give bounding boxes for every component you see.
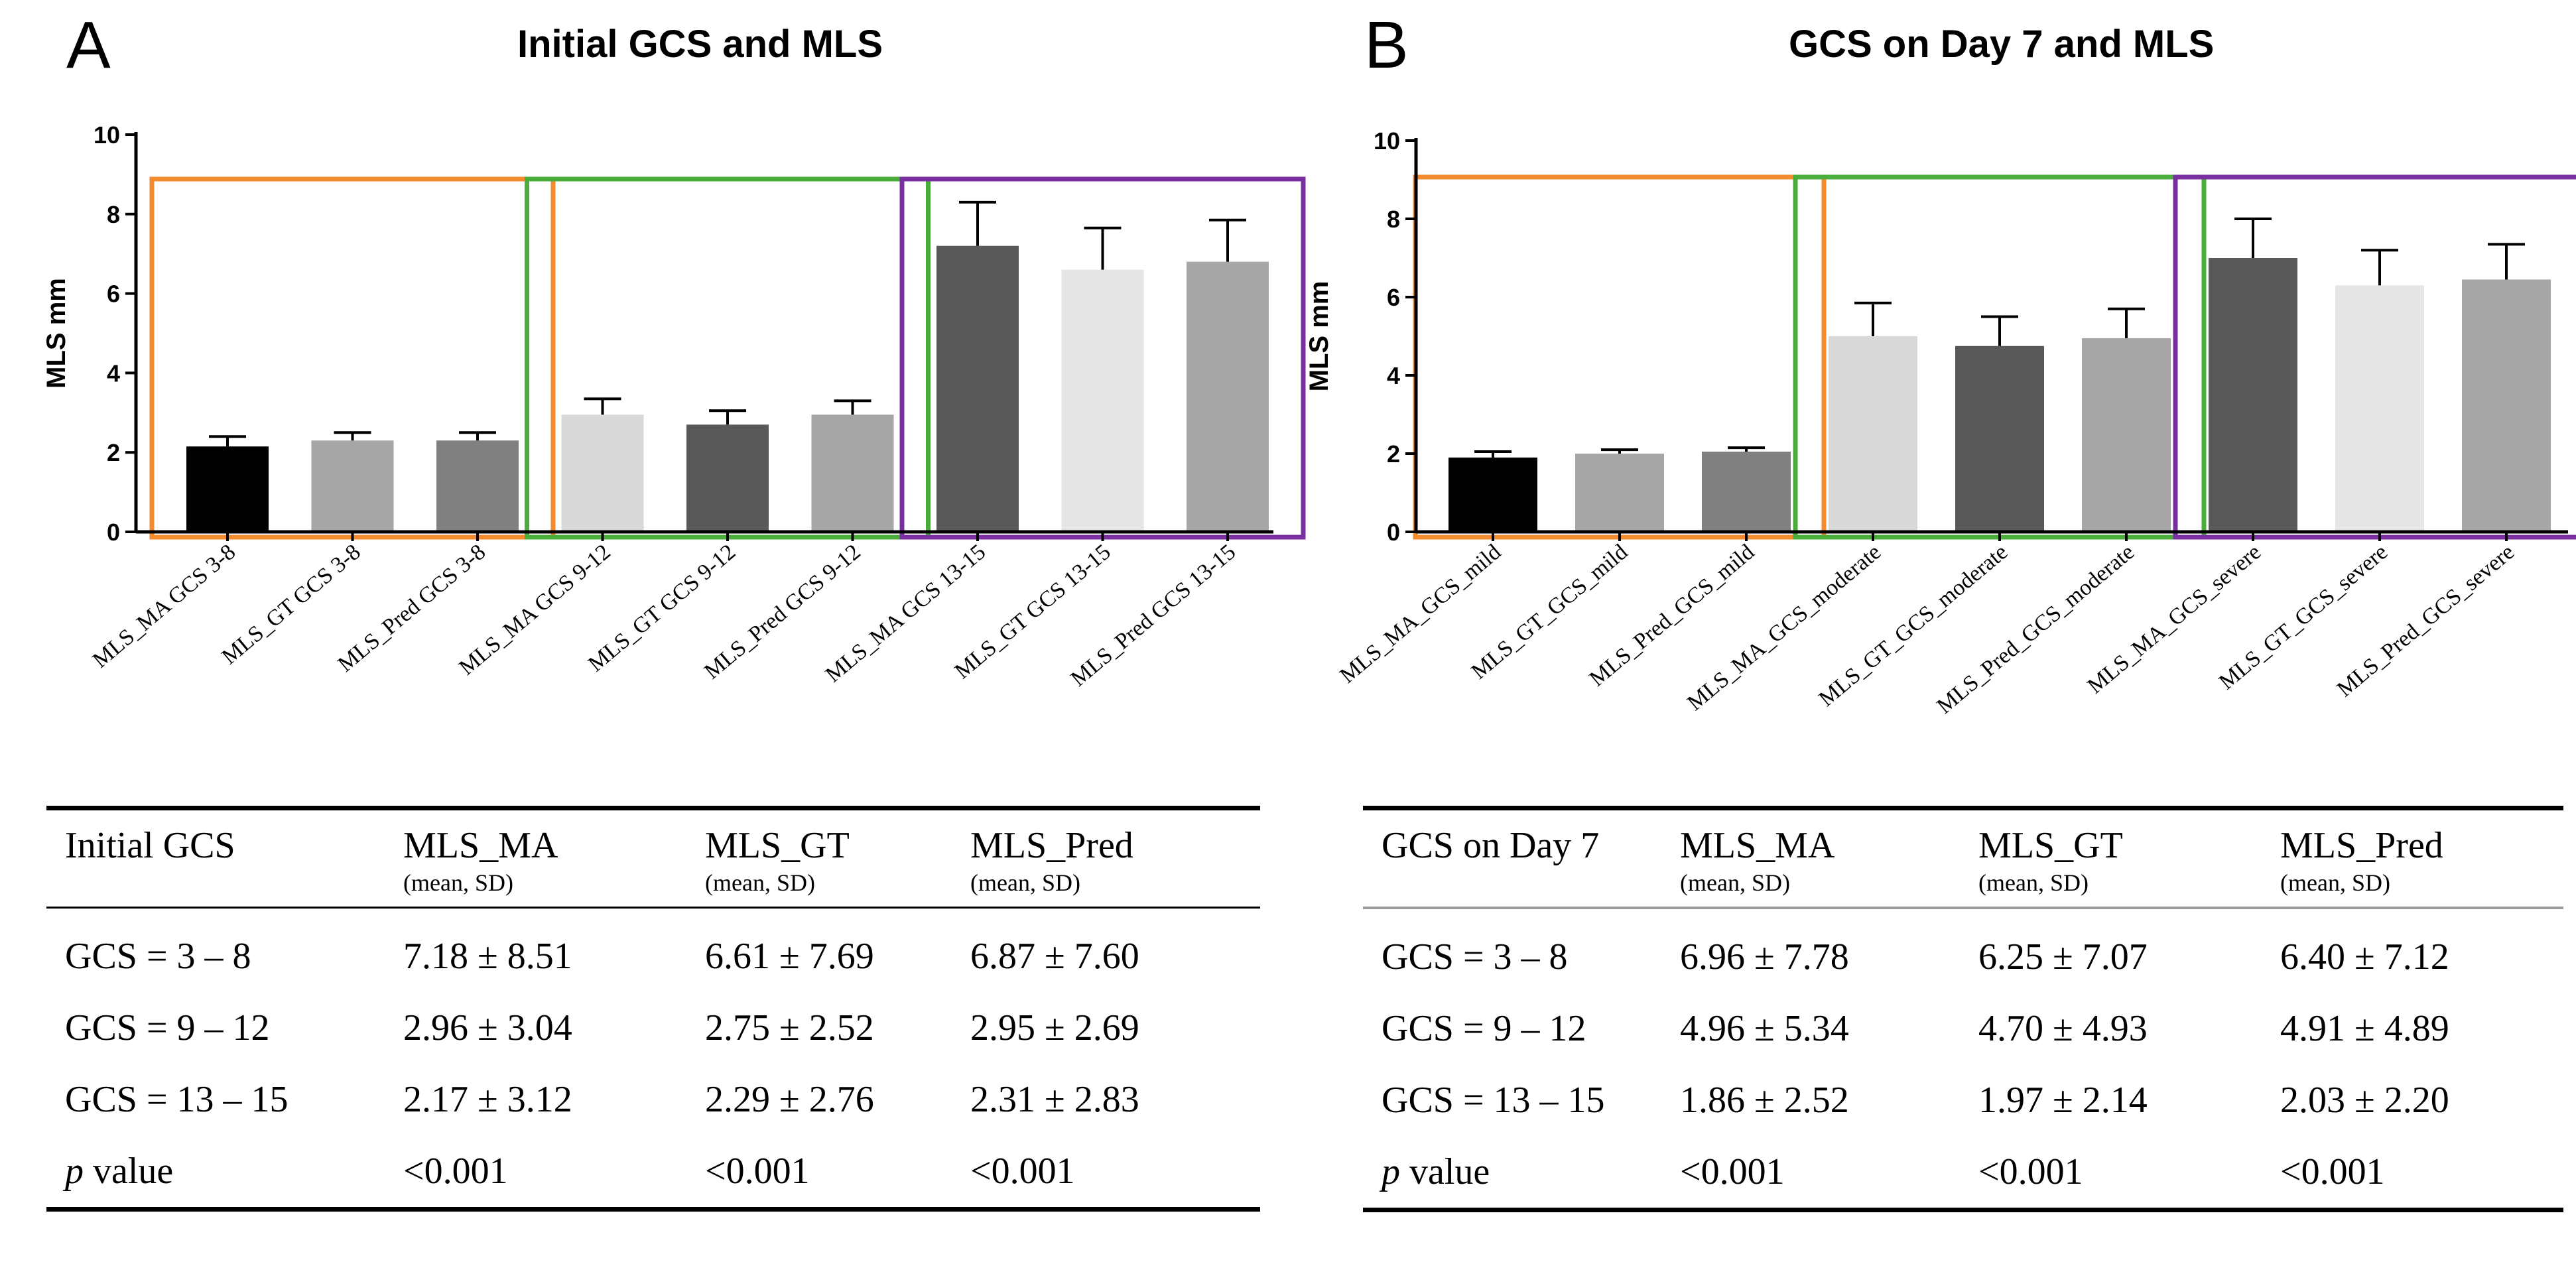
bar (436, 440, 519, 532)
bar (561, 414, 644, 532)
y-tick-label: 0 (107, 519, 120, 546)
bar (936, 245, 1019, 532)
p-value-cell: <0.001 (705, 1150, 810, 1192)
bar (1061, 269, 1144, 532)
y-tick-label: 10 (1374, 127, 1400, 155)
table-cell: 2.75 ± 2.52 (705, 1007, 874, 1048)
header-cell: MLS_Pred (mean, SD) (2280, 825, 2443, 896)
panel-a-title: Initial GCS and MLS (517, 23, 883, 66)
x-tick-label: MLS_MA GCS 3-8 (88, 540, 240, 673)
p-value-row: p value <0.001 <0.001 <0.001 (1363, 1136, 2563, 1210)
p-value-cell: <0.001 (403, 1150, 508, 1192)
table-cell: 1.97 ± 2.14 (1978, 1079, 2148, 1121)
table-row: GCS = 13 – 15 1.86 ± 2.52 1.97 ± 2.14 2.… (1363, 1064, 2563, 1136)
table-cell: GCS = 3 – 8 (65, 935, 251, 977)
table-cell: 4.70 ± 4.93 (1978, 1007, 2148, 1049)
y-axis-label: MLS mm (1305, 281, 1334, 392)
y-tick-label: 6 (107, 281, 120, 308)
panel-a: 0 2 4 6 8 10 MLS mm MLS_MA GCS 3-8 MLS_GT GCS 3-… (42, 8, 1306, 691)
header-cell: MLS_GT (mean, SD) (705, 825, 850, 896)
bar (1575, 454, 1664, 532)
x-tick-label: MLS_Pred_GCS_moderate (1932, 540, 2139, 719)
table-cell: 6.87 ± 7.60 (970, 935, 1139, 977)
y-axis-label: MLS mm (42, 278, 71, 389)
p-value-label: p value (65, 1150, 174, 1192)
panel-a-label: A (66, 8, 111, 82)
p-value-cell: <0.001 (970, 1150, 1075, 1192)
bar (811, 414, 894, 532)
header-cell: MLS_MA (mean, SD) (1680, 825, 1835, 896)
table-row: GCS = 13 – 15 2.17 ± 3.12 2.29 ± 2.76 2.… (46, 1064, 1260, 1135)
p-value-row: p value <0.001 <0.001 <0.001 (46, 1135, 1260, 1210)
table-cell: 7.18 ± 8.51 (403, 935, 572, 977)
table-cell: GCS = 3 – 8 (1382, 936, 1568, 978)
bar (1829, 336, 1917, 532)
table-cell: GCS = 13 – 15 (65, 1078, 289, 1120)
y-tick-label: 8 (107, 201, 120, 228)
stats-table-b: GCS on Day 7 MLS_MA (mean, SD) MLS_GT (me… (1363, 806, 2563, 1212)
table-cell: 2.03 ± 2.20 (2280, 1079, 2449, 1121)
bar (311, 440, 394, 532)
table-row: GCS = 3 – 8 7.18 ± 8.51 6.61 ± 7.69 6.87… (46, 907, 1260, 992)
table-cell: 1.86 ± 2.52 (1680, 1079, 1849, 1121)
y-tick-label: 4 (107, 359, 120, 387)
stats-table-a: Initial GCS MLS_MA (mean, SD) MLS_GT (mean… (46, 806, 1260, 1212)
header-cell: MLS_GT (mean, SD) (1978, 825, 2123, 896)
bar (1187, 261, 1269, 532)
bar (1955, 346, 2044, 532)
header-cell: GCS on Day 7 (1382, 825, 1600, 866)
p-value-label: p value (1382, 1151, 1490, 1192)
panel-b-title: GCS on Day 7 and MLS (1789, 23, 2215, 66)
y-tick-label: 0 (1387, 519, 1400, 546)
table-row: GCS = 9 – 12 4.96 ± 5.34 4.70 ± 4.93 4.9… (1363, 993, 2563, 1064)
table-cell: 6.96 ± 7.78 (1680, 936, 1849, 978)
table-cell: 4.91 ± 4.89 (2280, 1007, 2449, 1049)
header-cell: MLS_MA (mean, SD) (403, 825, 558, 896)
table-cell: 2.95 ± 2.69 (970, 1007, 1139, 1048)
y-tick-label: 10 (94, 121, 120, 149)
panel-b-label: B (1364, 8, 1409, 82)
bar (2209, 258, 2297, 532)
table-cell: 6.61 ± 7.69 (705, 935, 874, 977)
table-header-row: Initial GCS MLS_MA (mean, SD) MLS_GT (mean… (46, 808, 1260, 908)
header-cell: MLS_Pred (mean, SD) (970, 825, 1133, 896)
bar (186, 446, 269, 532)
header-cell: Initial GCS (65, 825, 235, 866)
table-cell: 6.25 ± 7.07 (1978, 936, 2148, 978)
p-value-cell: <0.001 (1680, 1151, 1785, 1192)
table-cell: GCS = 13 – 15 (1382, 1079, 1605, 1121)
table-cell: GCS = 9 – 12 (1382, 1007, 1586, 1049)
table-header-row: GCS on Day 7 MLS_MA (mean, SD) MLS_GT (me… (1363, 808, 2563, 908)
bar (686, 424, 769, 532)
bar (2462, 279, 2551, 532)
table-cell: 6.40 ± 7.12 (2280, 936, 2449, 978)
bar (1702, 452, 1791, 532)
y-tick-label: 2 (107, 439, 120, 466)
p-value-cell: <0.001 (2280, 1151, 2385, 1192)
table-cell: 2.29 ± 2.76 (705, 1078, 874, 1120)
table-row: GCS = 9 – 12 2.96 ± 3.04 2.75 ± 2.52 2.9… (46, 992, 1260, 1064)
y-tick-label: 8 (1387, 206, 1400, 233)
bar (1449, 457, 1537, 532)
table-cell: GCS = 9 – 12 (65, 1007, 270, 1048)
panel-b: 0 2 4 6 8 10 MLS mm MLS_MA_GCS_mild MLS_GT_GCS_m… (1288, 0, 2576, 1262)
table-row: GCS = 3 – 8 6.96 ± 7.78 6.25 ± 7.07 6.40… (1363, 908, 2563, 993)
y-tick-label: 2 (1387, 440, 1400, 468)
table-cell: 2.31 ± 2.83 (970, 1078, 1139, 1120)
bar (2335, 285, 2424, 532)
table-cell: 2.96 ± 3.04 (403, 1007, 572, 1048)
table-cell: 2.17 ± 3.12 (403, 1078, 572, 1120)
y-tick-label: 4 (1387, 362, 1400, 389)
table-cell: 4.96 ± 5.34 (1680, 1007, 1849, 1049)
p-value-cell: <0.001 (1978, 1151, 2083, 1192)
bar (2082, 338, 2171, 532)
y-tick-label: 6 (1387, 284, 1400, 311)
